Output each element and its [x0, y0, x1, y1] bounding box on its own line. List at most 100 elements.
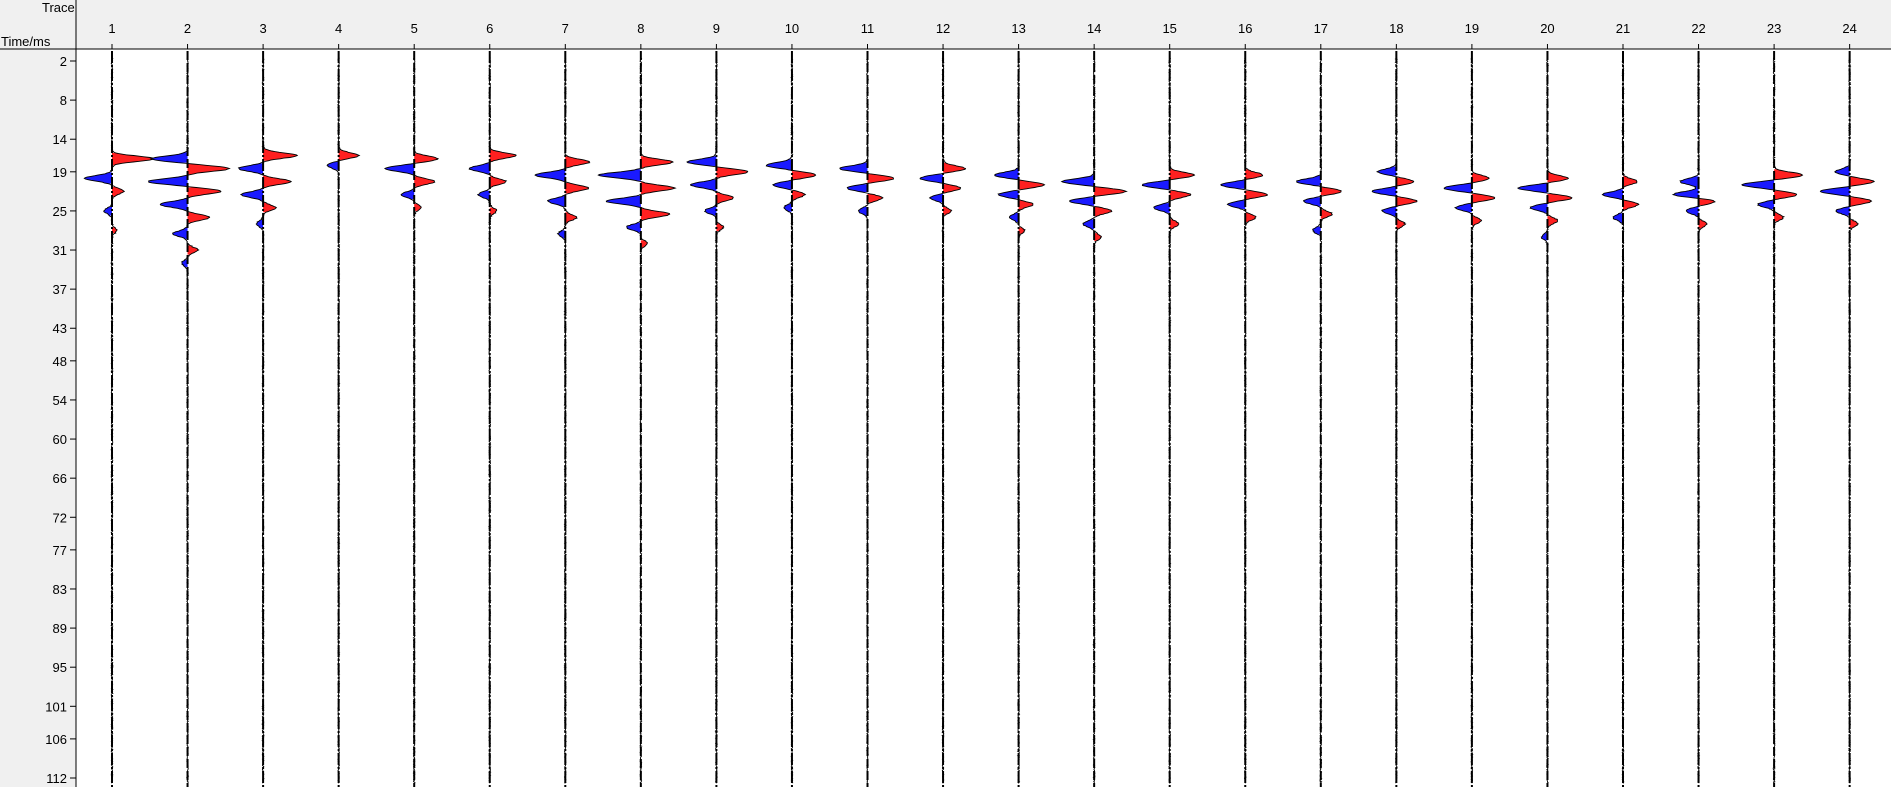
wiggle-lobe — [867, 173, 894, 183]
wiggle-lobe — [172, 227, 188, 239]
trace-wiggle — [237, 57, 299, 784]
wiggle-lobe — [489, 149, 517, 162]
time-tick-label: 43 — [53, 321, 67, 336]
wiggle-lobe — [565, 212, 577, 223]
trace-wiggle — [1601, 57, 1640, 784]
wiggle-lobe — [1444, 183, 1472, 193]
trace-wiggle — [1220, 57, 1268, 784]
time-tick-label: 83 — [53, 582, 67, 597]
time-tick-label: 19 — [53, 165, 67, 180]
wiggle-lobe — [1142, 180, 1170, 190]
time-tick-label: 72 — [53, 510, 67, 525]
trace-wiggle — [597, 57, 677, 784]
wiggle-lobe — [263, 148, 298, 161]
wiggle-lobe — [401, 190, 415, 200]
wiggle-lobe — [557, 230, 566, 239]
trace-wiggle — [1443, 57, 1496, 784]
trace-tick-label: 15 — [1162, 21, 1176, 36]
trace-tick-label: 17 — [1314, 21, 1328, 36]
wiggle-lobe — [565, 182, 589, 194]
trace-tick-label: 8 — [637, 21, 644, 36]
wiggle-lobe — [1517, 183, 1548, 193]
wiggle-lobe — [1083, 219, 1095, 230]
wiggle-lobe — [1602, 189, 1623, 200]
trace-tick-label: 11 — [861, 21, 875, 36]
trace-wiggle — [1371, 57, 1418, 784]
wiggle-lobe — [1320, 209, 1333, 219]
wiggle-lobe — [187, 212, 210, 223]
time-tick-label: 54 — [53, 393, 67, 408]
trace-tick-label: 20 — [1540, 21, 1554, 36]
trace-tick-label: 7 — [562, 21, 569, 36]
time-tick-label: 77 — [53, 543, 67, 558]
trace-tick-label: 5 — [411, 21, 418, 36]
wiggle-lobe — [469, 163, 490, 174]
wiggle-lobe — [640, 156, 673, 168]
wiggle-lobe — [263, 202, 277, 213]
time-tick-label: 37 — [53, 282, 67, 297]
wiggle-lobe — [187, 245, 199, 255]
wiggle-lobe — [547, 195, 566, 207]
wiggle-lobe — [1245, 212, 1256, 222]
time-tick-label: 66 — [53, 471, 67, 486]
time-tick-label: 31 — [53, 243, 67, 258]
trace-wiggle — [383, 57, 440, 784]
trace-wiggle — [1671, 57, 1716, 784]
wiggle-lobe — [626, 222, 641, 233]
wiggle-lobe — [181, 259, 188, 267]
trace-wiggle — [1141, 57, 1196, 784]
trace-tick-label: 18 — [1389, 21, 1403, 36]
trace-tick-label: 1 — [108, 21, 115, 36]
trace-tick-label: 9 — [713, 21, 720, 36]
trace-wiggle — [1296, 57, 1342, 784]
wiggle-lobe — [1372, 186, 1397, 196]
wiggle-lobe — [1455, 203, 1472, 213]
trace-wiggle — [1060, 57, 1128, 784]
plot-area — [76, 49, 1891, 787]
trace-tick-label: 22 — [1691, 21, 1705, 36]
trace-tick-label: 2 — [184, 21, 191, 36]
time-tick-label: 106 — [45, 732, 67, 747]
trace-wiggle — [994, 57, 1046, 784]
wiggle-lobe — [640, 208, 670, 221]
time-tick-label: 25 — [53, 204, 67, 219]
wiggle-lobe — [1757, 200, 1775, 209]
time-tick-label: 89 — [53, 621, 67, 636]
trace-wiggle — [326, 57, 361, 784]
trace-wiggle — [686, 57, 749, 784]
trace-wiggle — [83, 57, 155, 784]
wiggle-lobe — [690, 179, 717, 191]
time-tick-label: 112 — [46, 771, 67, 786]
trace-tick-label: 4 — [335, 21, 342, 36]
trace-wiggle — [534, 57, 591, 784]
wiggle-lobe — [598, 169, 641, 181]
wiggle-lobe — [238, 163, 264, 174]
trace-wiggle — [839, 57, 895, 784]
time-tick-label: 2 — [60, 54, 67, 69]
trace-wiggle — [1516, 57, 1573, 784]
wiggle-lobe — [606, 195, 641, 208]
wiggle-lobe — [994, 168, 1019, 179]
trace-tick-label: 23 — [1767, 21, 1781, 36]
wiggle-lobe — [1471, 216, 1482, 226]
time-tick-label: 48 — [53, 354, 67, 369]
wiggle-lobe — [1820, 186, 1850, 196]
wiggle-lobe — [716, 192, 734, 204]
trace-ticks: 1 2 3 4 5 6 7 8 9 10 11 12 13 14 15 16 17 18 19 20 21 22 23 24 — [108, 21, 1857, 49]
time-tick-label: 60 — [53, 432, 67, 447]
wiggle-lobe — [1396, 219, 1406, 229]
trace-tick-label: 12 — [936, 21, 950, 36]
trace-tick-label: 13 — [1011, 21, 1025, 36]
wiggle-lobe — [1296, 175, 1321, 186]
wiggle-lobe — [640, 182, 676, 194]
wiggle-lobe — [943, 162, 966, 173]
trace-wiggles — [83, 51, 1876, 787]
time-tick-label: 101 — [45, 699, 67, 714]
wiggle-lobe — [1741, 180, 1775, 190]
wiggle-lobe — [84, 172, 112, 184]
wiggle-lobe — [1547, 216, 1558, 226]
wiggle-lobe — [112, 152, 154, 166]
wiggle-lobe — [998, 190, 1019, 199]
